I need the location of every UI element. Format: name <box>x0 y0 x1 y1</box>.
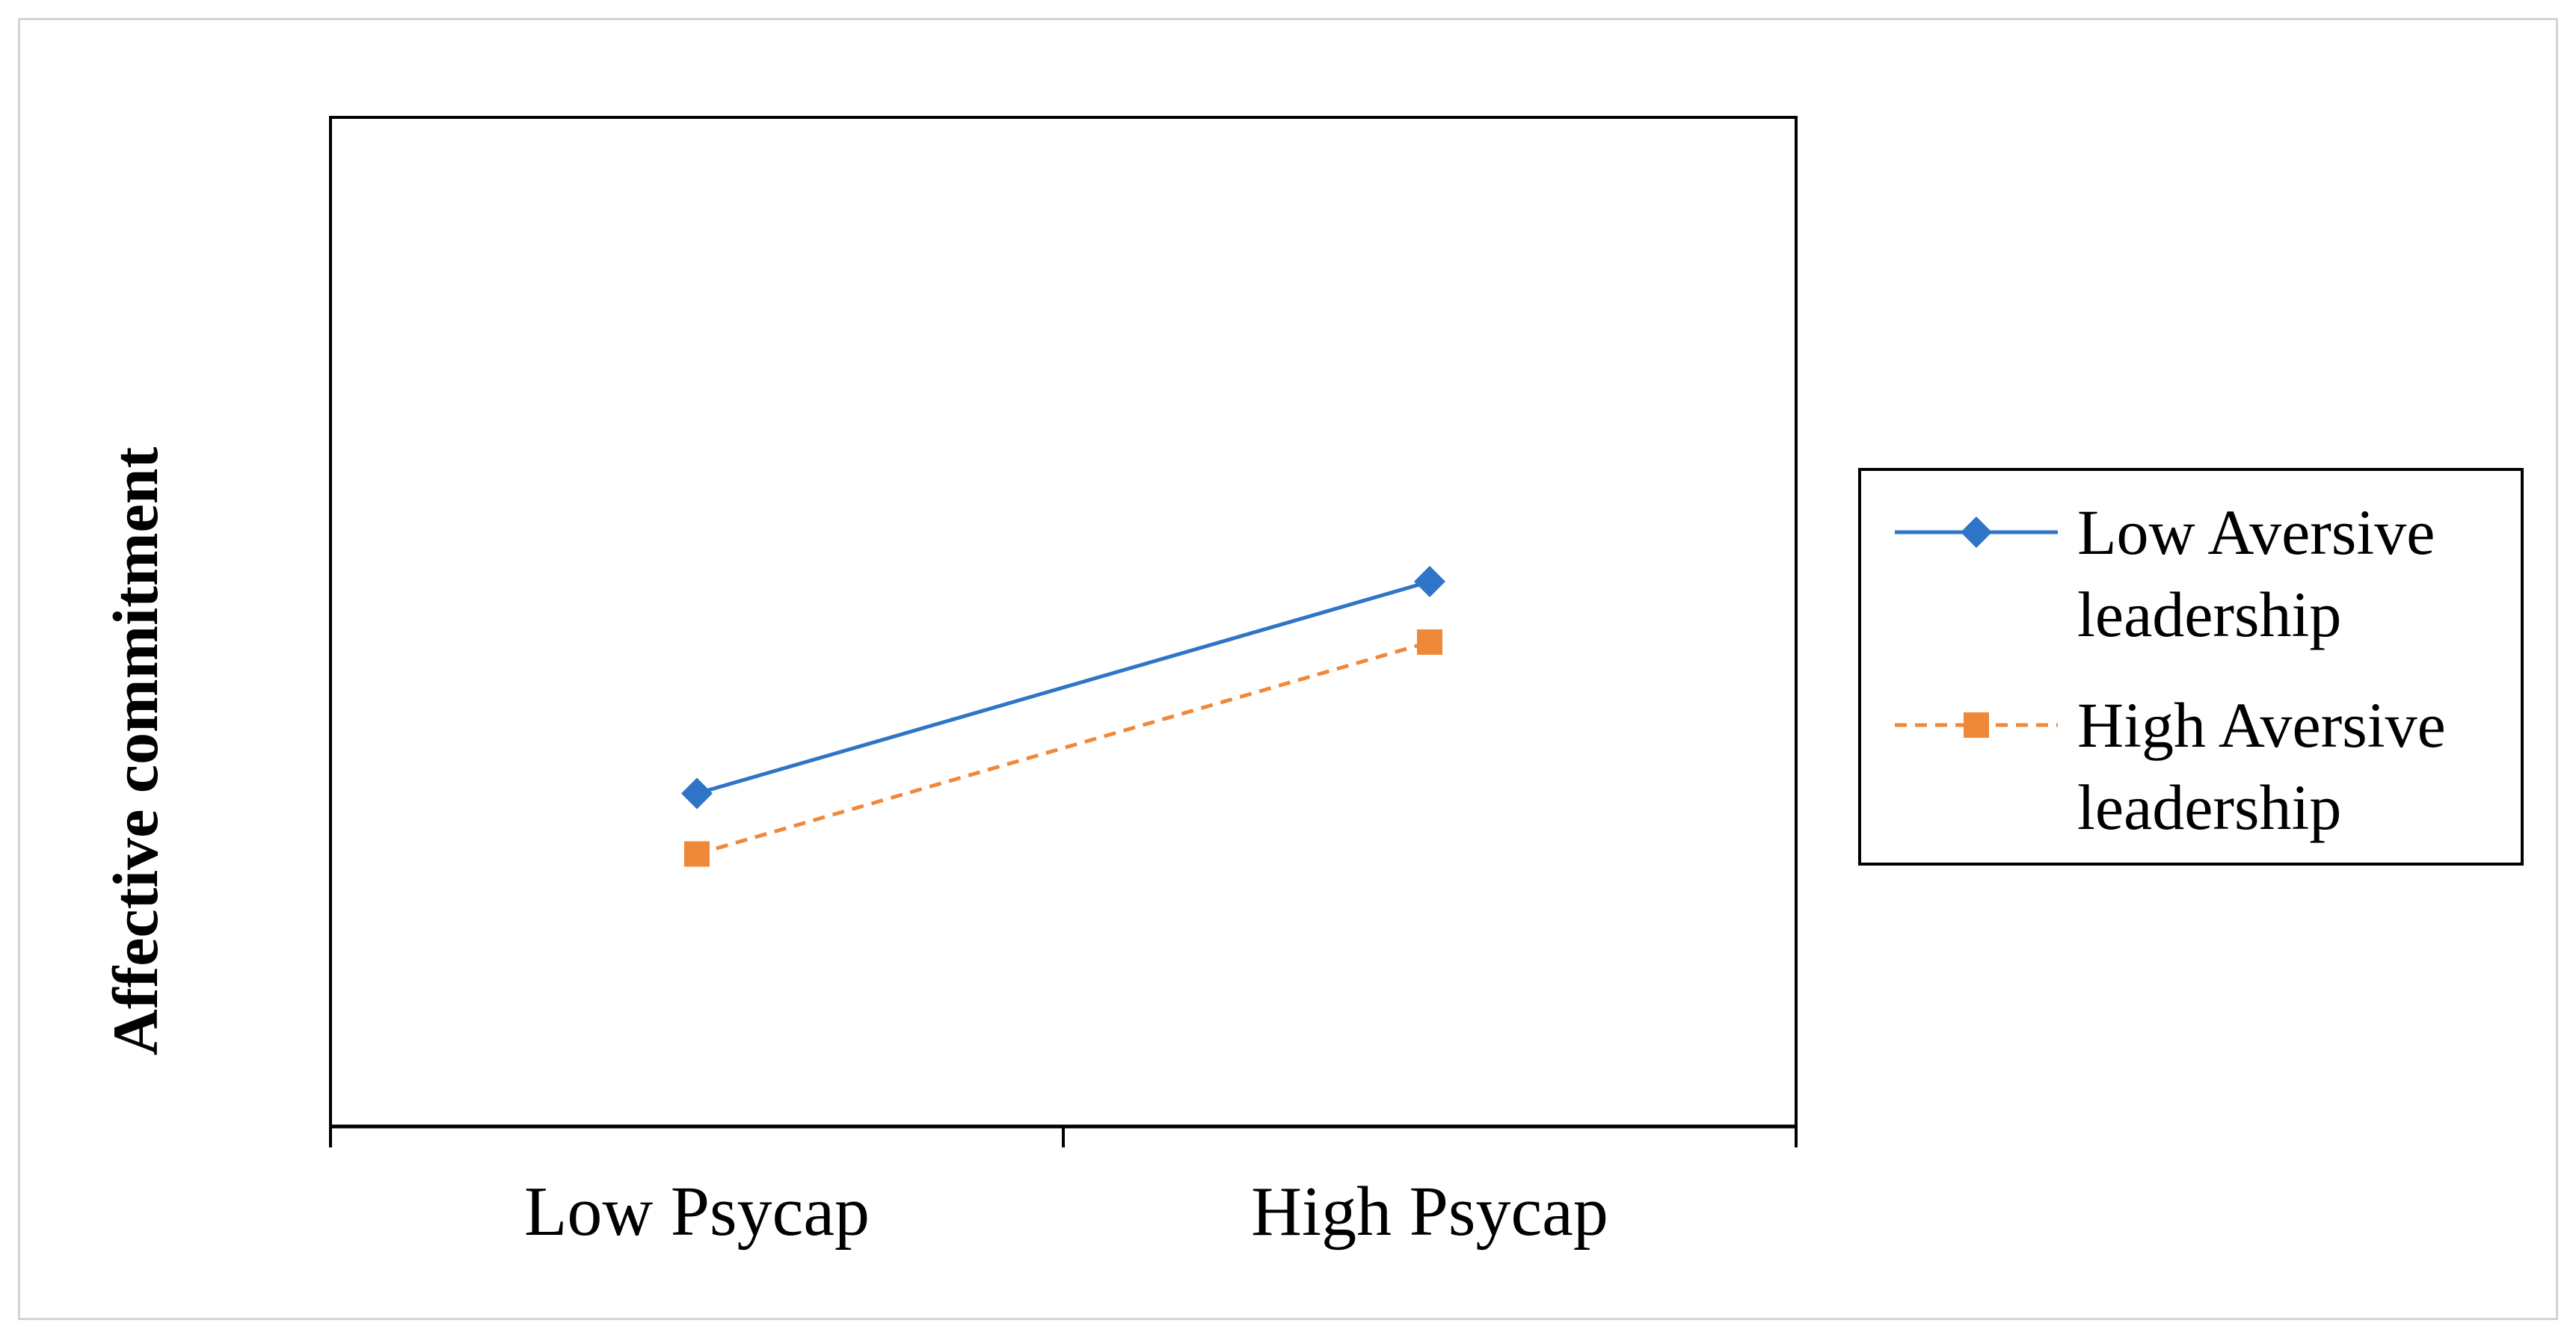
legend: Low Aversive leadership High Aversive leade… <box>1858 468 2524 866</box>
series-line <box>696 579 1430 795</box>
legend-marker <box>1961 517 1992 548</box>
x-tick-labels: Low Psycap High Psycap <box>524 1173 1608 1251</box>
legend-label: High Aversive <box>2077 689 2446 761</box>
legend-label: leadership <box>2077 771 2341 843</box>
series-2 <box>684 629 1442 867</box>
legend-label: leadership <box>2077 579 2341 650</box>
data-point <box>1417 629 1442 655</box>
y-axis-label: Affective commitment <box>99 447 171 1056</box>
x-tick-label: High Psycap <box>1251 1173 1608 1251</box>
series-group <box>681 566 1445 867</box>
data-point <box>1414 566 1445 597</box>
x-tick-label: Low Psycap <box>524 1173 870 1251</box>
legend-entry: High Aversive leadership <box>1895 689 2446 843</box>
x-axis <box>329 1124 1798 1147</box>
legend-marker <box>1964 712 1989 738</box>
plot-area <box>329 116 1798 1128</box>
data-point <box>681 777 713 810</box>
series-line <box>696 640 1430 856</box>
legend-label: Low Aversive <box>2077 496 2435 568</box>
data-point <box>684 841 710 867</box>
series-1 <box>681 566 1445 810</box>
legend-entry: Low Aversive leadership <box>1895 496 2435 650</box>
